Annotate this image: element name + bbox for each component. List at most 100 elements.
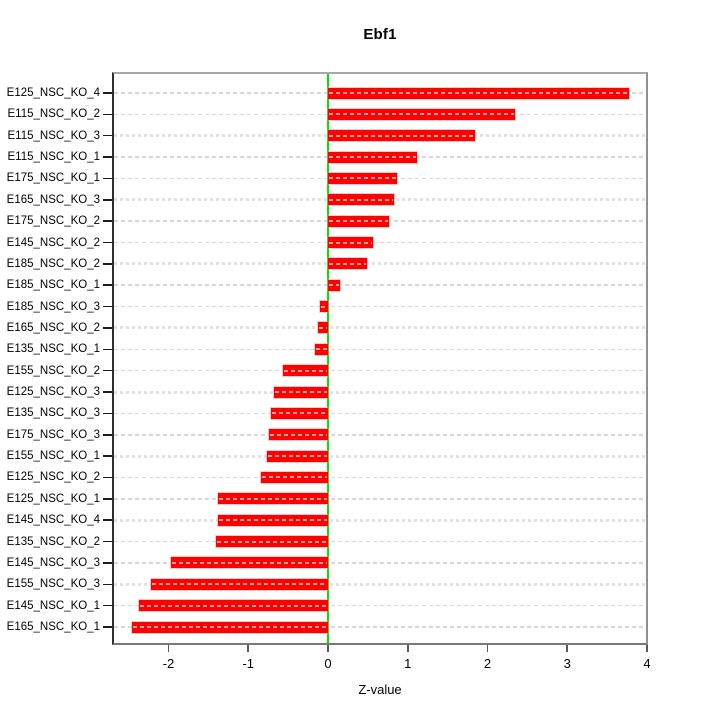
bar-inner-dash bbox=[329, 284, 339, 287]
y-axis-tick bbox=[103, 476, 112, 479]
y-tick-label: E115_NSC_KO_3 bbox=[7, 129, 100, 142]
y-axis-tick bbox=[103, 434, 112, 436]
y-tick-label: E125_NSC_KO_2 bbox=[6, 471, 100, 484]
x-axis-tick bbox=[406, 645, 409, 652]
y-axis-tick bbox=[103, 540, 112, 543]
bar-E145_NSC_KO_1 bbox=[138, 600, 328, 612]
bar-inner-dash bbox=[218, 497, 327, 500]
y-tick-label: E135_NSC_KO_3 bbox=[6, 407, 100, 420]
row-gridline bbox=[114, 390, 646, 394]
y-tick-label: E155_NSC_KO_1 bbox=[6, 450, 100, 463]
y-axis-tick bbox=[103, 626, 112, 628]
x-tick-label: -2 bbox=[162, 656, 175, 671]
bar-E165_NSC_KO_3 bbox=[328, 194, 395, 206]
y-axis-tick bbox=[103, 199, 112, 201]
bar-inner-dash bbox=[329, 177, 396, 180]
row-gridline bbox=[114, 540, 646, 543]
bar-E175_NSC_KO_2 bbox=[328, 215, 389, 227]
zero-reference-line bbox=[327, 74, 329, 643]
bar-inner-dash bbox=[329, 92, 628, 94]
y-tick-label: E175_NSC_KO_1 bbox=[6, 172, 100, 185]
bar-inner-dash bbox=[272, 412, 327, 415]
y-axis-tick bbox=[103, 412, 112, 415]
x-axis-tick bbox=[566, 645, 569, 652]
x-axis-title: Z-value bbox=[358, 682, 402, 697]
x-axis-tick bbox=[646, 645, 648, 652]
y-tick-label: E155_NSC_KO_3 bbox=[6, 578, 100, 591]
bar-inner-dash bbox=[283, 369, 327, 372]
y-axis-tick bbox=[103, 284, 112, 286]
x-tick-label: 3 bbox=[563, 656, 571, 671]
row-gridline bbox=[114, 305, 646, 308]
bar-E145_NSC_KO_2 bbox=[328, 237, 373, 249]
bar-E165_NSC_KO_1 bbox=[131, 621, 328, 633]
y-axis-tick bbox=[103, 583, 112, 586]
bar-E135_NSC_KO_2 bbox=[216, 536, 328, 548]
y-tick-label: E135_NSC_KO_1 bbox=[6, 343, 100, 356]
bar-inner-dash bbox=[218, 519, 327, 522]
row-gridline bbox=[114, 241, 646, 244]
bar-E135_NSC_KO_1 bbox=[315, 343, 328, 355]
y-tick-label: E185_NSC_KO_2 bbox=[6, 257, 100, 270]
bar-E115_NSC_KO_1 bbox=[328, 151, 418, 163]
y-tick-label: E165_NSC_KO_2 bbox=[6, 321, 100, 334]
row-gridline bbox=[114, 518, 646, 522]
x-tick-label: 0 bbox=[324, 656, 332, 671]
x-axis-tick bbox=[486, 645, 489, 652]
x-tick-label: 2 bbox=[483, 656, 492, 671]
bar-E155_NSC_KO_2 bbox=[282, 365, 328, 377]
bar-E125_NSC_KO_3 bbox=[273, 386, 328, 398]
y-axis-tick bbox=[103, 498, 112, 500]
y-tick-label: E125_NSC_KO_3 bbox=[6, 386, 100, 399]
row-gridline bbox=[114, 262, 646, 266]
bar-E185_NSC_KO_1 bbox=[328, 279, 340, 291]
bar-inner-dash bbox=[329, 113, 514, 116]
bar-E115_NSC_KO_3 bbox=[328, 130, 475, 142]
y-axis-tick bbox=[103, 177, 112, 180]
y-tick-label: E165_NSC_KO_1 bbox=[6, 621, 100, 633]
y-tick-label: E115_NSC_KO_2 bbox=[7, 108, 100, 121]
bar-E185_NSC_KO_3 bbox=[320, 301, 328, 313]
y-tick-label: E175_NSC_KO_3 bbox=[6, 428, 100, 441]
row-gridline bbox=[114, 604, 646, 607]
bar-inner-dash bbox=[319, 326, 327, 329]
bar-inner-dash bbox=[316, 348, 327, 351]
y-tick-label: E145_NSC_KO_2 bbox=[6, 236, 100, 249]
row-gridline bbox=[114, 284, 646, 286]
row-gridline bbox=[114, 326, 646, 330]
row-gridline bbox=[114, 369, 646, 372]
y-tick-label: E145_NSC_KO_1 bbox=[6, 599, 100, 612]
row-gridline bbox=[114, 348, 646, 351]
y-tick-label: E175_NSC_KO_2 bbox=[6, 215, 100, 228]
bar-inner-dash bbox=[329, 134, 474, 137]
y-axis-tick bbox=[103, 241, 112, 244]
y-axis-tick bbox=[103, 562, 112, 564]
bar-inner-dash bbox=[171, 561, 327, 564]
y-axis-tick bbox=[103, 113, 112, 116]
bar-E175_NSC_KO_3 bbox=[268, 429, 328, 441]
row-gridline bbox=[114, 476, 646, 479]
y-axis-tick bbox=[103, 220, 112, 222]
bar-inner-dash bbox=[139, 604, 327, 607]
row-gridline bbox=[114, 454, 646, 458]
bar-E185_NSC_KO_2 bbox=[328, 258, 368, 270]
y-tick-label: E165_NSC_KO_3 bbox=[6, 193, 100, 206]
bar-inner-dash bbox=[329, 262, 367, 265]
y-tick-label: E125_NSC_KO_1 bbox=[6, 492, 100, 505]
bar-inner-dash bbox=[321, 305, 327, 308]
x-axis-tick bbox=[167, 645, 170, 652]
bar-inner-dash bbox=[329, 241, 372, 244]
bar-inner-dash bbox=[268, 455, 327, 458]
row-gridline bbox=[114, 582, 646, 586]
bar-E175_NSC_KO_1 bbox=[328, 172, 397, 184]
y-axis-tick bbox=[103, 134, 112, 137]
y-axis-tick bbox=[103, 156, 112, 158]
x-tick-label: 1 bbox=[404, 656, 412, 671]
y-axis-tick bbox=[103, 455, 112, 457]
y-axis-tick bbox=[103, 92, 112, 94]
y-axis-tick bbox=[103, 604, 112, 607]
x-tick-label: 4 bbox=[643, 656, 651, 671]
bar-E115_NSC_KO_2 bbox=[328, 108, 515, 120]
bar-E135_NSC_KO_3 bbox=[271, 407, 328, 419]
